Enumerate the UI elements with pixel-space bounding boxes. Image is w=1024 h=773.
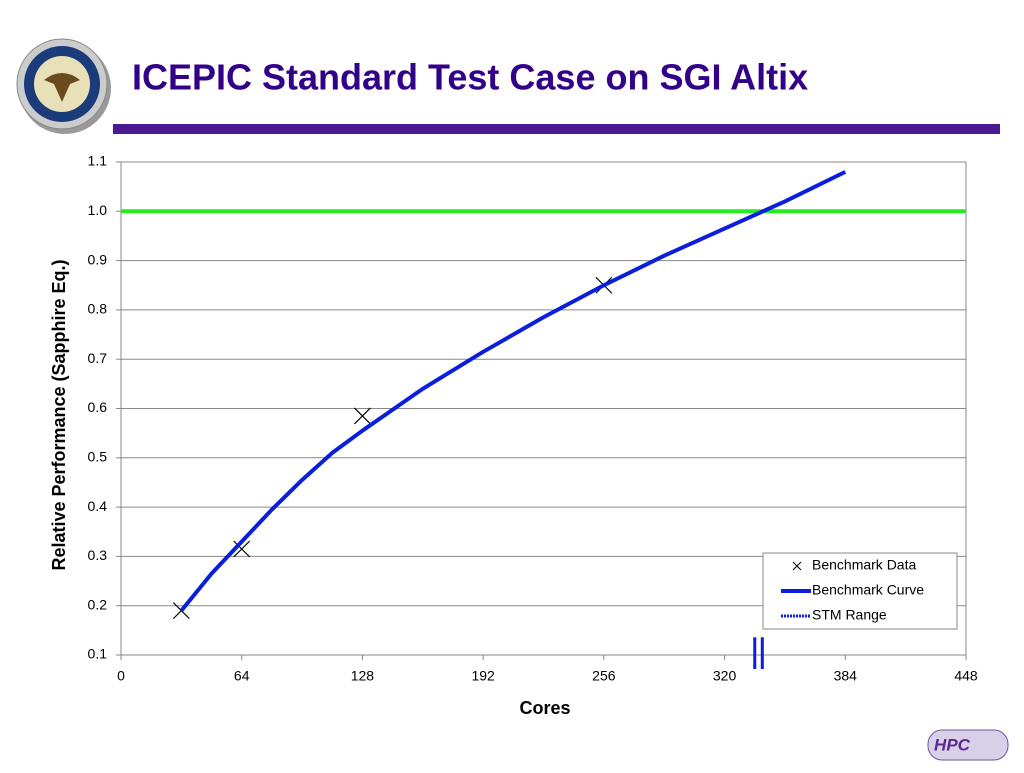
y-tick-label: 0.7	[88, 350, 108, 366]
y-tick-label: 0.3	[88, 547, 108, 563]
y-tick-label: 0.9	[88, 251, 108, 267]
legend-label: Benchmark Curve	[812, 582, 924, 598]
y-tick-label: 0.2	[88, 596, 108, 612]
y-tick-label: 0.4	[88, 498, 108, 514]
x-tick-label: 384	[834, 668, 858, 684]
x-tick-label: 0	[117, 668, 125, 684]
data-marker	[354, 407, 371, 425]
curve	[179, 170, 847, 612]
x-tick-label: 256	[592, 668, 616, 684]
y-tick-label: 1.1	[88, 153, 108, 169]
x-tick-label: 192	[471, 668, 495, 684]
hpc-logo: HPC	[927, 729, 1009, 761]
dod-seal	[16, 38, 111, 134]
x-tick-label: 128	[351, 668, 375, 684]
logo-badge	[927, 729, 1009, 761]
slide-title: ICEPIC Standard Test Case on SGI Altix	[132, 57, 808, 98]
x-tick-label: 320	[713, 668, 737, 684]
y-axis-label: Relative Performance (Sapphire Eq.)	[49, 259, 69, 570]
y-tick-label: 0.5	[88, 449, 108, 465]
x-tick-label: 448	[954, 668, 978, 684]
y-tick-label: 1.0	[88, 202, 108, 218]
legend-label: STM Range	[812, 607, 887, 623]
logo-text: HPC	[934, 735, 971, 754]
y-tick-label: 0.6	[88, 399, 108, 415]
y-tick-label: 0.8	[88, 301, 108, 317]
legend-label: Benchmark Data	[812, 557, 916, 573]
legend: Benchmark Data Benchmark Curve STM Range	[762, 552, 958, 630]
x-tick-label: 64	[234, 668, 250, 684]
data-marker	[233, 540, 251, 558]
x-axis-label: Cores	[519, 698, 570, 718]
seal-eagle	[44, 73, 80, 102]
title-rule	[113, 124, 1000, 134]
legend-symbol	[792, 561, 802, 571]
y-tick-label: 0.1	[88, 646, 108, 662]
